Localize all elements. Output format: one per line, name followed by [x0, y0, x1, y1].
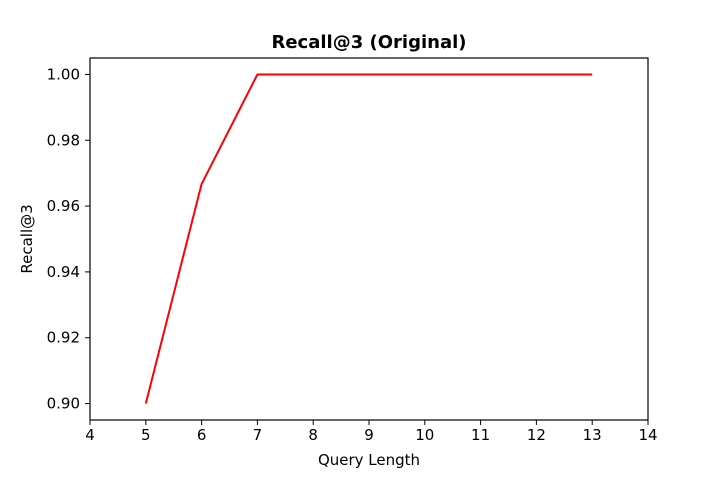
y-tick-label: 0.94: [47, 263, 80, 281]
x-tick-label: 12: [527, 426, 546, 444]
series-line: [144, 73, 593, 404]
x-tick-label: 4: [85, 426, 95, 444]
y-axis-title: Recall@3: [18, 204, 36, 273]
x-tick-label: 9: [364, 426, 374, 444]
x-tick-label: 14: [638, 426, 657, 444]
y-tick-label: 1.00: [47, 65, 80, 83]
chart-title: Recall@3 (Original): [271, 32, 466, 53]
x-tick-label: 11: [471, 426, 490, 444]
x-tick-label: 7: [253, 426, 263, 444]
x-tick-label: 6: [197, 426, 207, 444]
y-tick-label: 0.98: [47, 131, 80, 149]
y-tick-label: 0.92: [47, 329, 80, 347]
x-tick-label: 8: [308, 426, 318, 444]
x-tick-label: 13: [583, 426, 602, 444]
x-tick-label: 10: [415, 426, 434, 444]
y-axis: 0.90 0.92 0.94 0.96 0.98 1.00: [47, 65, 90, 413]
series-layer: [144, 73, 593, 404]
y-tick-label: 0.90: [47, 395, 80, 413]
x-tick-label: 5: [141, 426, 151, 444]
x-axis: 4 5 6 7 8 9 10 11 12 13 14: [85, 420, 658, 444]
y-tick-label: 0.96: [47, 197, 80, 215]
x-axis-title: Query Length: [318, 451, 420, 469]
